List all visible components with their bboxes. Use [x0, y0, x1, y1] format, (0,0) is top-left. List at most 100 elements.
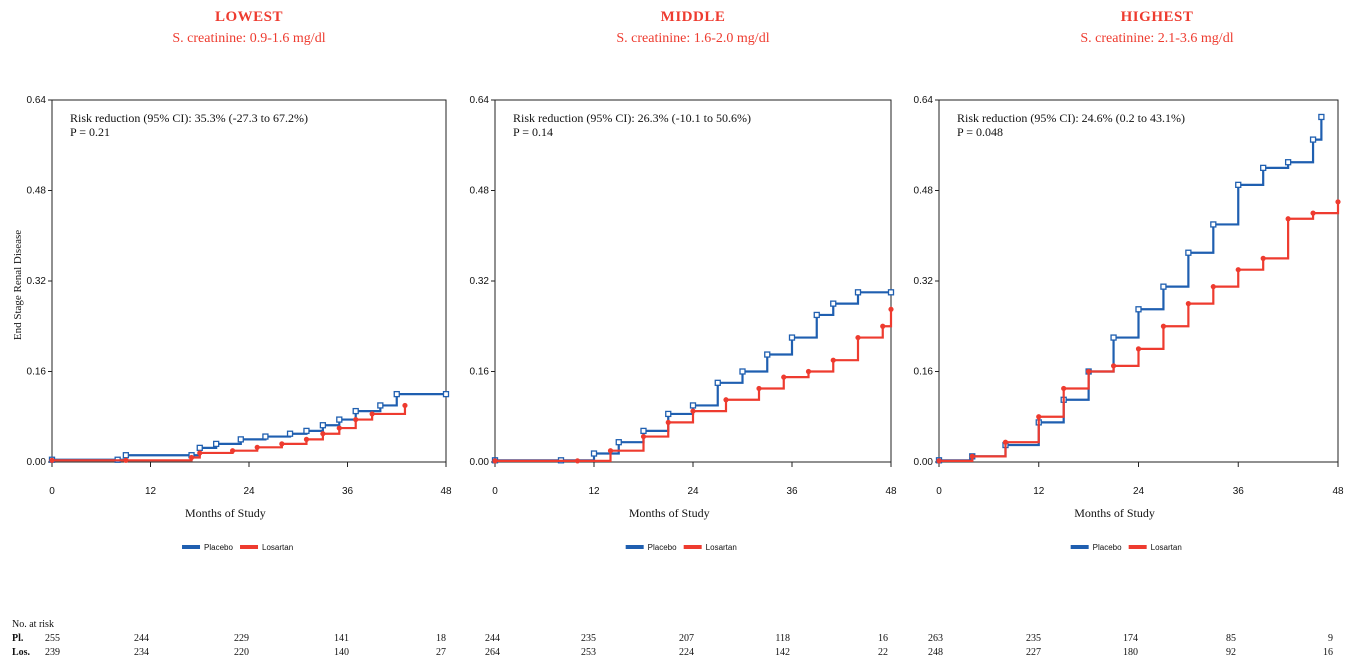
- data-point-losartan: [1002, 439, 1009, 445]
- data-point-placebo: [319, 422, 327, 429]
- x-tick-label: 36: [1233, 486, 1245, 497]
- y-tick-label: 0.32: [470, 276, 490, 287]
- y-tick-label: 0.16: [27, 367, 47, 378]
- data-point-placebo: [1318, 113, 1325, 121]
- data-point-placebo: [1110, 334, 1117, 341]
- legend-label-placebo: Placebo: [648, 543, 677, 552]
- x-tick-label: 12: [145, 486, 157, 497]
- data-point-losartan: [830, 357, 836, 363]
- at-risk-losartan: 92: [1226, 647, 1236, 658]
- data-point-placebo: [640, 427, 647, 435]
- data-point-losartan: [1135, 346, 1142, 352]
- x-tick-label: 36: [342, 486, 354, 497]
- annotation-line: Risk reduction (95% CI): 26.3% (-10.1 to…: [513, 111, 751, 125]
- data-point-placebo: [615, 439, 622, 446]
- data-point-placebo: [262, 433, 269, 440]
- data-point-losartan: [781, 374, 787, 380]
- data-point-losartan: [855, 334, 861, 341]
- annotation-line: P = 0.21: [70, 125, 110, 139]
- data-point-placebo: [788, 334, 796, 341]
- x-tick-label: 36: [786, 486, 798, 497]
- at-risk-placebo: 174: [1123, 633, 1138, 644]
- data-point-losartan: [607, 448, 614, 454]
- panel-subtitle: S. creatinine: 2.1-3.6 mg/dl: [1080, 31, 1233, 46]
- y-tick-label: 0.16: [914, 367, 934, 378]
- data-point-placebo: [1185, 249, 1192, 256]
- y-tick-label: 0.00: [914, 457, 934, 468]
- x-axis-label: Months of Study: [185, 506, 266, 520]
- panel-title: MIDDLE: [661, 9, 726, 25]
- x-tick-label: 12: [1033, 486, 1045, 497]
- y-axis-label: End Stage Renal Disease: [12, 230, 24, 340]
- data-point-losartan: [880, 323, 886, 329]
- data-point-placebo: [237, 436, 244, 443]
- at-risk-losartan: 227: [1026, 647, 1041, 658]
- at-risk-placebo: 85: [1226, 633, 1236, 644]
- panel-subtitle: S. creatinine: 1.6-2.0 mg/dl: [616, 31, 769, 46]
- legend-label-losartan: Losartan: [706, 543, 737, 552]
- y-tick-label: 0.32: [914, 276, 934, 287]
- annotation-line: P = 0.048: [957, 125, 1003, 139]
- panel-subtitle: S. creatinine: 0.9-1.6 mg/dl: [172, 31, 325, 46]
- y-tick-label: 0.00: [470, 457, 490, 468]
- at-risk-losartan: 248: [928, 647, 943, 658]
- y-tick-label: 0.32: [27, 276, 47, 287]
- data-point-placebo: [336, 416, 343, 423]
- chart-panel-highest: HIGHEST S. creatinine: 2.1-3.6 mg/dl 0.00 0…: [914, 9, 1344, 658]
- data-point-placebo: [830, 300, 837, 307]
- panel-title: LOWEST: [215, 9, 283, 25]
- data-point-losartan: [1160, 323, 1167, 329]
- data-point-losartan: [1036, 414, 1042, 420]
- data-point-placebo: [122, 452, 130, 459]
- data-point-placebo: [714, 379, 721, 386]
- data-point-placebo: [887, 289, 895, 296]
- data-point-losartan: [805, 368, 812, 375]
- data-point-losartan: [1260, 255, 1266, 261]
- data-point-losartan: [1185, 301, 1191, 307]
- x-tick-label: 12: [588, 486, 600, 497]
- at-risk-losartan: 142: [775, 647, 790, 658]
- data-point-losartan: [49, 457, 55, 463]
- x-tick-label: 0: [492, 486, 498, 497]
- data-point-losartan: [756, 385, 762, 392]
- x-axis-label: Months of Study: [1074, 506, 1155, 520]
- y-tick-label: 0.64: [27, 95, 47, 106]
- y-tick-label: 0.16: [470, 367, 490, 378]
- data-point-losartan: [969, 453, 975, 459]
- x-tick-label: 48: [440, 486, 452, 497]
- data-point-losartan: [1235, 267, 1241, 273]
- data-point-losartan: [492, 458, 498, 464]
- y-tick-label: 0.48: [27, 186, 47, 197]
- series-line-placebo: [939, 116, 1323, 462]
- data-point-losartan: [1310, 210, 1316, 216]
- at-risk-placebo: 235: [1026, 633, 1041, 644]
- at-risk-losartan: 224: [679, 647, 694, 658]
- x-tick-label: 24: [687, 486, 699, 497]
- at-risk-losartan: 140: [334, 647, 349, 658]
- annotation-line: Risk reduction (95% CI): 35.3% (-27.3 to…: [70, 111, 308, 125]
- plot-frame: [938, 99, 1339, 463]
- y-tick-label: 0.64: [914, 95, 934, 106]
- data-point-placebo: [739, 368, 746, 375]
- x-tick-label: 24: [1133, 486, 1145, 497]
- data-point-losartan: [303, 436, 310, 442]
- data-point-placebo: [764, 351, 771, 358]
- chart-panel-lowest: LOWEST S. creatinine: 0.9-1.6 mg/dl 0.00 0.…: [27, 9, 452, 658]
- legend-label-losartan: Losartan: [262, 543, 293, 552]
- at-risk-placebo: 235: [581, 633, 596, 644]
- x-tick-label: 0: [936, 486, 942, 497]
- risk-row-label-placebo: Pl.: [12, 633, 24, 644]
- data-point-losartan: [665, 419, 671, 426]
- at-risk-losartan: 22: [878, 647, 888, 658]
- data-point-losartan: [690, 408, 696, 414]
- y-tick-label: 0.48: [914, 186, 934, 197]
- series-line-losartan: [939, 201, 1340, 462]
- risk-row-label-losartan: Los.: [12, 647, 31, 658]
- at-risk-losartan: 234: [134, 647, 149, 658]
- at-risk-placebo: 16: [878, 633, 888, 644]
- data-point-losartan: [1285, 216, 1291, 222]
- at-risk-placebo: 18: [436, 633, 446, 644]
- data-point-losartan: [336, 425, 342, 431]
- data-point-losartan: [640, 433, 647, 440]
